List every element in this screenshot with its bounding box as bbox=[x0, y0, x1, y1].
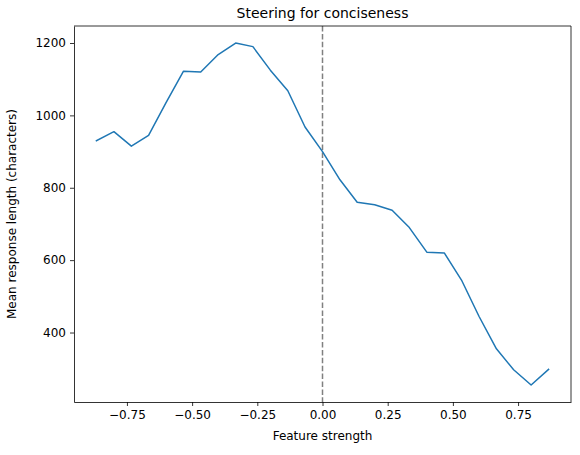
tick: 0.00 bbox=[310, 402, 337, 422]
tick-label: 1200 bbox=[35, 36, 66, 50]
tick-mark bbox=[70, 43, 74, 44]
chart: −0.75 −0.50 −0.25 0.00 0.25 0.50 0.75 400 600 800… bbox=[0, 0, 580, 455]
plot-area: −0.75 −0.50 −0.25 0.00 0.25 0.50 0.75 400 600 800… bbox=[35, 26, 571, 422]
tick: 600 bbox=[43, 253, 74, 267]
tick-mark bbox=[70, 333, 74, 334]
y-axis-title: Mean response length (characters) bbox=[5, 109, 19, 319]
tick: 800 bbox=[43, 181, 74, 195]
tick-mark bbox=[70, 188, 74, 189]
x-axis-title: Feature strength bbox=[273, 429, 373, 443]
spine bbox=[571, 26, 572, 402]
tick: −0.75 bbox=[109, 402, 146, 422]
tick-mark bbox=[323, 402, 324, 406]
tick-label: 1000 bbox=[35, 109, 66, 123]
tick-mark bbox=[518, 402, 519, 406]
tick-label: −0.50 bbox=[174, 408, 211, 422]
line bbox=[96, 43, 548, 385]
tick: 400 bbox=[43, 326, 74, 340]
tick: 1000 bbox=[35, 109, 74, 123]
tick-mark bbox=[257, 402, 258, 406]
title: Steering for conciseness bbox=[237, 5, 409, 21]
marks bbox=[96, 26, 548, 402]
tick-label: 600 bbox=[43, 253, 66, 267]
axis-line bbox=[74, 27, 75, 403]
tick-label: −0.25 bbox=[239, 408, 276, 422]
tick: 0.50 bbox=[440, 402, 467, 422]
tick-label: −0.75 bbox=[109, 408, 146, 422]
tick-label: 0.50 bbox=[440, 408, 467, 422]
tick-mark bbox=[127, 402, 128, 406]
tick-mark bbox=[70, 260, 74, 261]
spine bbox=[74, 26, 571, 27]
tick: 1200 bbox=[35, 36, 74, 50]
tick-mark bbox=[453, 402, 454, 406]
tick-label: 800 bbox=[43, 181, 66, 195]
tick-label: 0.25 bbox=[375, 408, 402, 422]
tick-mark bbox=[192, 402, 193, 406]
tick: 0.75 bbox=[505, 402, 532, 422]
tick: −0.50 bbox=[174, 402, 211, 422]
tick-label: 0.75 bbox=[505, 408, 532, 422]
tick-mark bbox=[388, 402, 389, 406]
tick: −0.25 bbox=[239, 402, 276, 422]
reference-line bbox=[322, 26, 324, 402]
tick-label: 0.00 bbox=[310, 408, 337, 422]
tick-mark bbox=[70, 115, 74, 116]
x-axis: −0.75 −0.50 −0.25 0.00 0.25 0.50 0.75 bbox=[75, 402, 572, 422]
tick: 0.25 bbox=[375, 402, 402, 422]
y-axis: 400 600 800 1000 1200 bbox=[35, 27, 74, 403]
tick-label: 400 bbox=[43, 326, 66, 340]
